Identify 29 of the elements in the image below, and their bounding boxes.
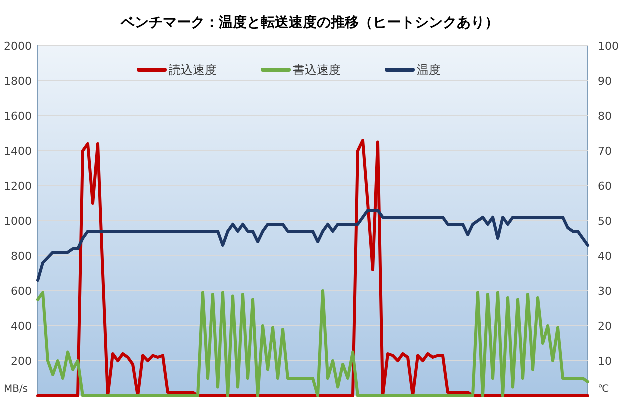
- y2-tick-label: 60: [598, 180, 612, 193]
- legend-label: 温度: [417, 63, 441, 77]
- legend-label: 書込速度: [293, 63, 341, 77]
- y2-tick-label: 30: [598, 285, 612, 298]
- y-tick-label: 1600: [4, 110, 32, 123]
- y-tick-label: 2000: [4, 40, 32, 53]
- y2-tick-label: 80: [598, 110, 612, 123]
- y2-tick-label: 20: [598, 320, 612, 333]
- line-series: [36, 209, 590, 282]
- line-series: [36, 290, 590, 398]
- y-tick-label: 1800: [4, 75, 32, 88]
- y-axis-title: MB/s: [4, 384, 28, 395]
- chart-title: ベンチマーク：温度と転送速度の推移（ヒートシンクあり）: [120, 14, 499, 31]
- y2-tick-label: 70: [598, 145, 612, 158]
- y-tick-label: 200: [11, 355, 32, 368]
- y2-tick-label: 50: [598, 215, 612, 228]
- y2-tick-label: 10: [598, 355, 612, 368]
- y-tick-label: 800: [11, 250, 32, 263]
- y2-tick-label: 40: [598, 250, 612, 263]
- y2-tick-label: 100: [598, 40, 619, 53]
- y-tick-label: 1000: [4, 215, 32, 228]
- y2-tick-label: 90: [598, 75, 612, 88]
- y-tick-label: 600: [11, 285, 32, 298]
- y-tick-label: 1200: [4, 180, 32, 193]
- y2-axis-title: ℃: [598, 384, 610, 395]
- legend-label: 読込速度: [169, 63, 217, 77]
- y-tick-label: 1400: [4, 145, 32, 158]
- y-tick-label: 400: [11, 320, 32, 333]
- line-series: [36, 139, 590, 398]
